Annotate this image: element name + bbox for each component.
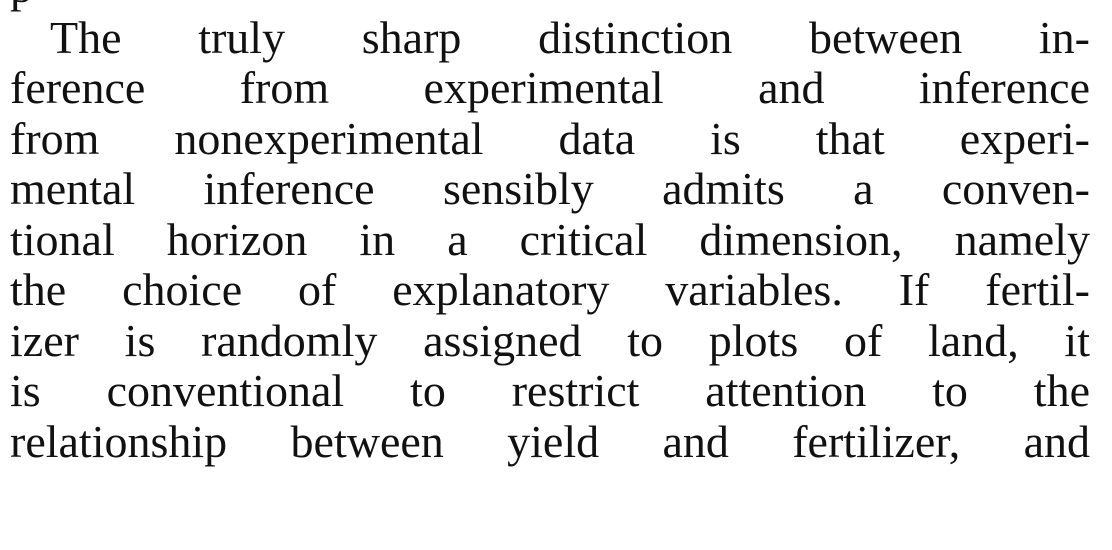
body-paragraph: p The truly sharp distinction between in… (10, 0, 1090, 467)
text-line-7: izer is randomly assigned to plots of la… (10, 314, 1090, 366)
text-line-9: relationship between yield and fertilize… (10, 415, 1090, 467)
text-line-4: mental inference sensibly admits a conve… (10, 163, 1090, 214)
text-line-8: is conventional to restrict attention to… (10, 365, 1090, 416)
text-line-5: tional horizon in a critical dimension, … (10, 213, 1090, 265)
text-line-2: ference from experimental and inference (10, 62, 1090, 113)
text-line-1: The truly sharp distinction between in- (50, 11, 1090, 63)
text-line-3: from nonexperimental data is that experi… (10, 112, 1090, 164)
text-line-clipped: p (10, 0, 1090, 13)
text-line-6: the choice of explanatory variables. If … (10, 264, 1090, 315)
